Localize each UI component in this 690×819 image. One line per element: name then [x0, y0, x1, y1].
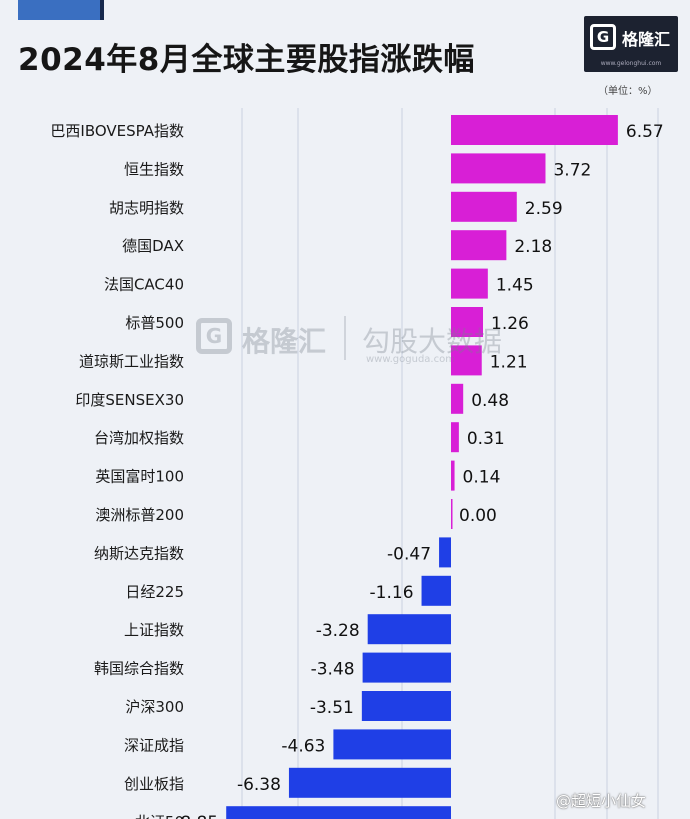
bar — [451, 115, 618, 145]
bars — [226, 115, 618, 819]
bar — [451, 383, 464, 414]
category-label: 法国CAC40 — [104, 276, 184, 294]
value-label: 1.26 — [491, 314, 529, 334]
category-label: 胡志明指数 — [109, 199, 184, 217]
value-label: 6.57 — [626, 122, 664, 142]
value-label: 1.45 — [496, 276, 534, 296]
value-label: -1.16 — [370, 583, 414, 603]
bar — [362, 652, 451, 683]
category-label: 上证指数 — [124, 621, 184, 639]
value-label: 0.48 — [471, 391, 509, 411]
value-label: -4.63 — [281, 736, 325, 756]
category-label: 德国DAX — [122, 237, 184, 255]
value-label: 0.00 — [459, 506, 497, 526]
category-label: 创业板指 — [124, 775, 184, 793]
logo-mark-icon: G — [590, 24, 616, 50]
bar — [421, 575, 451, 606]
category-label: 台湾加权指数 — [94, 429, 184, 447]
unit-note: （单位：%） — [598, 86, 658, 97]
watermark-brand: 勾股大数据 — [362, 325, 503, 358]
value-label: -3.51 — [310, 698, 354, 718]
category-label: 深证成指 — [124, 736, 184, 754]
category-label: 恒生指数 — [124, 160, 184, 178]
bar — [361, 691, 451, 721]
bar — [451, 345, 482, 376]
value-label: 0.31 — [467, 429, 505, 449]
bar — [288, 767, 451, 798]
category-label: 澳洲标普200 — [95, 506, 184, 524]
category-label: 纳斯达克指数 — [94, 544, 184, 562]
bar — [451, 230, 507, 261]
value-label: 2.18 — [514, 237, 552, 257]
value-label: -6.38 — [237, 775, 281, 795]
category-label: 日经225 — [125, 583, 184, 601]
bar — [226, 806, 451, 819]
bar — [451, 499, 453, 529]
bar — [451, 268, 488, 299]
category-label: 韩国综合指数 — [94, 660, 184, 678]
watermark-logo-icon: G — [196, 318, 232, 354]
category-label: 巴西IBOVESPA指数 — [50, 122, 184, 140]
value-label: -8.85 — [174, 813, 218, 819]
category-label: 沪深300 — [125, 698, 184, 716]
bar — [451, 307, 484, 337]
value-label: -0.47 — [387, 544, 431, 564]
top-accent-bar — [18, 0, 104, 20]
value-label: -3.48 — [311, 660, 355, 680]
bar — [451, 460, 455, 491]
category-label: 道琼斯工业指数 — [79, 352, 184, 370]
labels: 巴西IBOVESPA指数 6.57 恒生指数 3.72 胡志明指数 2.59 德国DAX 2.… — [50, 122, 663, 819]
logo-text: 格隆汇 — [622, 30, 671, 49]
value-label: 0.14 — [463, 468, 501, 488]
weibo-watermark: @超短小仙女 — [556, 792, 647, 810]
chart-title: 2024年8月全球主要股指涨跌幅 — [18, 42, 475, 78]
bar — [333, 729, 451, 760]
value-label: -3.28 — [316, 621, 360, 641]
bar — [451, 191, 517, 222]
logo-url: www.gelonghui.com — [600, 60, 662, 67]
category-label: 北证50 — [135, 813, 184, 819]
bar — [451, 422, 459, 453]
watermark-divider — [344, 316, 346, 360]
bar — [451, 153, 546, 184]
bar — [439, 537, 451, 568]
watermark-text: 格隆汇 — [242, 325, 327, 358]
watermark-url: www.goguda.com — [366, 354, 455, 365]
value-label: 1.21 — [490, 352, 528, 372]
value-label: 3.72 — [553, 160, 591, 180]
category-label: 印度SENSEX30 — [75, 391, 184, 409]
category-label: 英国富时100 — [95, 468, 184, 486]
bar — [367, 614, 451, 645]
gelonghui-logo: G 格隆汇 www.gelonghui.com — [584, 16, 678, 72]
category-label: 标普500 — [125, 314, 184, 332]
value-label: 2.59 — [525, 199, 563, 219]
